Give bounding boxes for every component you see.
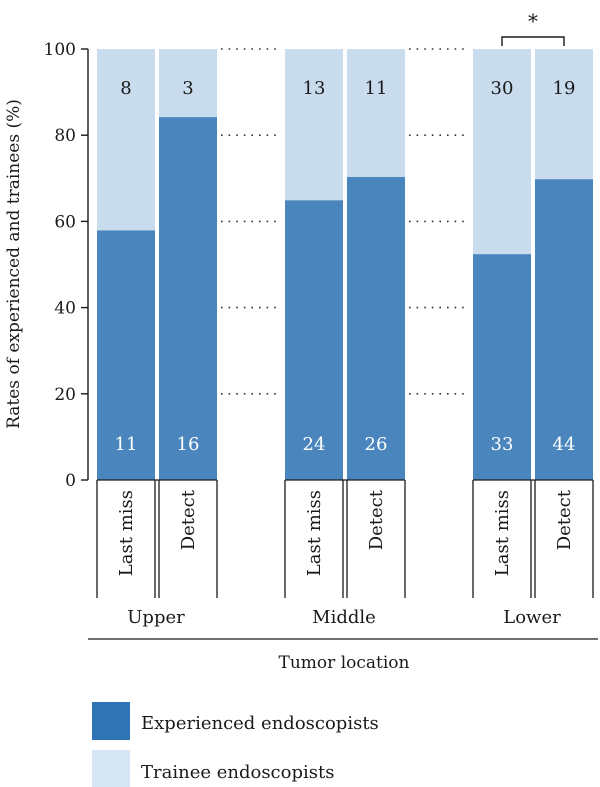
- bar-experienced: [285, 200, 343, 480]
- bar-experienced: [97, 230, 155, 480]
- bar-experienced: [473, 254, 531, 480]
- bar-trainee: [285, 49, 343, 201]
- y-tick-label: 0: [65, 471, 76, 491]
- bar-label-experienced: 26: [365, 434, 388, 455]
- group-label: Lower: [503, 607, 561, 628]
- grid-lines: [221, 48, 469, 395]
- category-label: Detect: [178, 489, 199, 550]
- category-label: Detect: [366, 489, 387, 550]
- bar-experienced: [347, 177, 405, 480]
- bar-trainee: [97, 49, 155, 231]
- y-tick-label: 60: [54, 212, 76, 232]
- category-label: Last miss: [304, 490, 325, 576]
- x-axis-title: Tumor location: [279, 653, 410, 673]
- y-axis: 0 20 40 60 80 100: [44, 40, 89, 491]
- bar-trainee: [535, 49, 593, 180]
- group-label: Middle: [312, 607, 376, 628]
- bar-experienced: [535, 179, 593, 481]
- y-tick-label: 40: [54, 299, 76, 319]
- bar-label-experienced: 44: [553, 434, 576, 455]
- y-axis-title: Rates of experienced and trainees (%): [4, 99, 24, 429]
- bars: 8 11 3 16 13 24 11 26 30 33 19 44: [97, 49, 593, 481]
- bar-trainee: [473, 49, 531, 255]
- category-axis: Last miss Detect Last miss Detect Last miss D…: [96, 479, 594, 628]
- significance-marker: *: [528, 9, 538, 33]
- bar-label-experienced: 16: [177, 434, 200, 455]
- legend-swatch-trainee: [92, 750, 130, 787]
- legend: Experienced endoscopists Trainee endosco…: [92, 702, 379, 787]
- significance-bracket: *: [501, 9, 565, 46]
- bar-label-trainee: 8: [120, 78, 131, 99]
- bar-label-experienced: 24: [303, 434, 326, 455]
- significance-bracket-line: [501, 36, 565, 46]
- bar-label-trainee: 11: [365, 78, 388, 99]
- bar-experienced: [159, 117, 217, 481]
- bar-label-trainee: 30: [491, 78, 514, 99]
- group-label: Upper: [127, 607, 185, 628]
- bar-label-trainee: 19: [553, 78, 576, 99]
- bar-label-trainee: 13: [303, 78, 326, 99]
- category-label: Detect: [554, 489, 575, 550]
- bar-trainee: [159, 49, 217, 118]
- legend-label-experienced: Experienced endoscopists: [141, 713, 379, 734]
- y-tick-label: 100: [44, 40, 76, 60]
- y-tick-label: 80: [54, 126, 76, 146]
- y-tick-label: 20: [54, 385, 76, 405]
- bar-label-experienced: 33: [491, 434, 514, 455]
- category-label: Last miss: [116, 490, 137, 576]
- legend-swatch-experienced: [92, 702, 130, 740]
- bar-label-experienced: 11: [115, 434, 138, 455]
- bar-label-trainee: 3: [182, 78, 193, 99]
- category-label: Last miss: [492, 490, 513, 576]
- bar-trainee: [347, 49, 405, 178]
- legend-label-trainee: Trainee endoscopists: [141, 762, 334, 783]
